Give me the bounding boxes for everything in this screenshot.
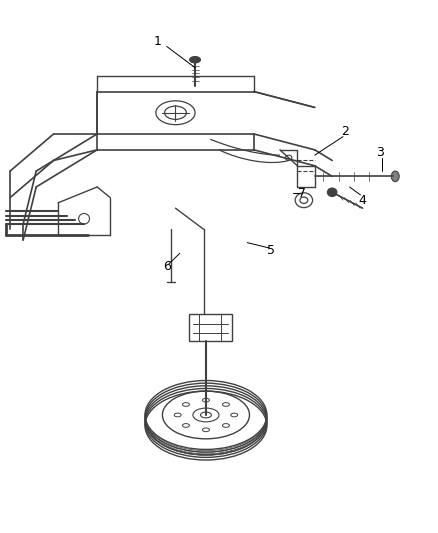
Ellipse shape [190,56,201,63]
Text: 5: 5 [267,244,275,257]
Text: 1: 1 [154,35,162,47]
Text: 3: 3 [376,146,384,159]
Ellipse shape [327,188,337,197]
Text: 4: 4 [359,193,367,207]
Text: 2: 2 [341,125,349,138]
Text: 6: 6 [163,260,171,273]
Text: 7: 7 [298,187,306,200]
Ellipse shape [391,171,399,182]
